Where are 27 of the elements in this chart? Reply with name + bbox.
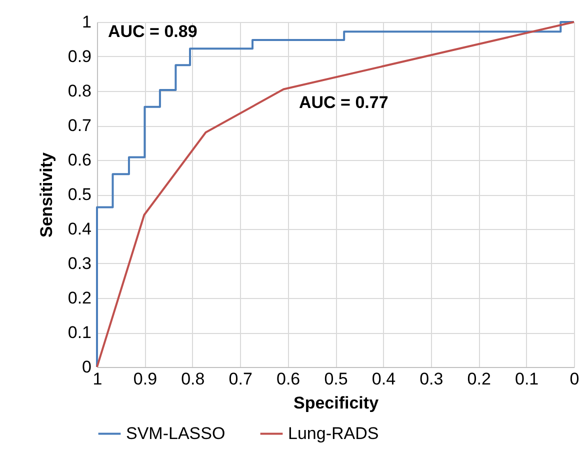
- x-tick-label: 0.1: [514, 370, 539, 388]
- x-tick-label: 0.8: [181, 370, 205, 388]
- y-tick-label: 0: [82, 358, 92, 376]
- y-tick-label: 0.2: [68, 288, 92, 308]
- x-tick-label: 0.6: [276, 370, 300, 388]
- y-tick-label: 0.3: [68, 254, 92, 273]
- y-tick-label: 0.5: [68, 185, 92, 204]
- y-tick-label: 0.6: [68, 150, 92, 170]
- x-axis-title: Specificity: [293, 394, 380, 412]
- x-tick-label: 0.7: [228, 370, 252, 388]
- x-tick-label: 0.3: [420, 370, 444, 388]
- legend-label: Lung-RADS: [288, 424, 379, 443]
- annotation: AUC = 0.89: [108, 22, 198, 41]
- annotation: AUC = 0.77: [299, 93, 388, 112]
- legend-label: SVM-LASSO: [126, 424, 226, 443]
- x-tick-label: 0.5: [324, 370, 348, 388]
- y-tick-label: 0.9: [68, 47, 92, 66]
- x-tick-label: 0.2: [467, 370, 491, 388]
- y-tick-label: 0.1: [68, 323, 92, 342]
- y-tick-label: 0.8: [68, 82, 92, 100]
- y-tick-label: 0.7: [68, 116, 92, 135]
- y-tick-label: 0.4: [68, 220, 92, 238]
- x-tick-label: 0: [570, 370, 580, 388]
- y-axis-title: Sensitivity: [36, 152, 56, 238]
- x-tick-label: 0.9: [133, 370, 158, 388]
- x-tick-label: 0.4: [372, 370, 396, 388]
- y-tick-label: 1: [82, 12, 92, 32]
